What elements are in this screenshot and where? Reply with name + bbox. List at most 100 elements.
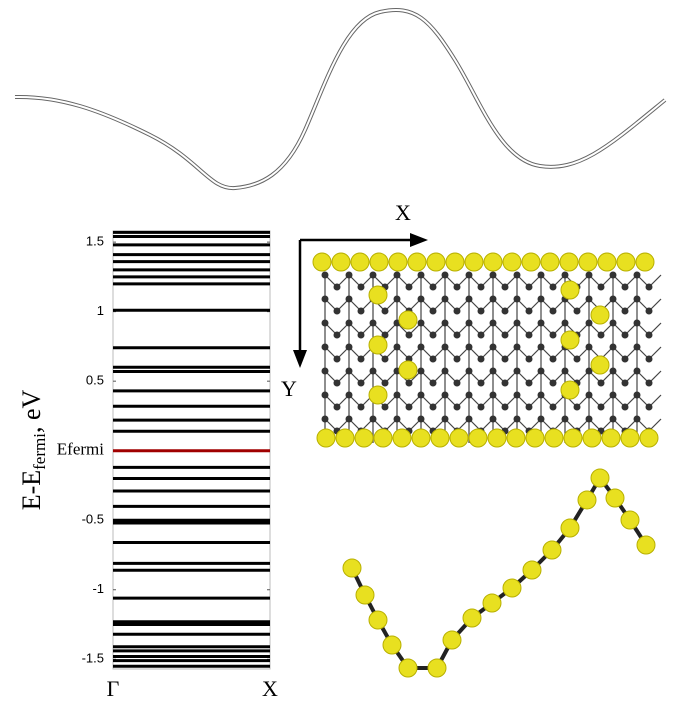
carbon-atom (502, 404, 509, 411)
carbon-atom (586, 272, 593, 279)
carbon-atom (646, 332, 653, 339)
gold-atom (606, 489, 624, 507)
carbon-atom (358, 284, 365, 291)
gold-atom (427, 253, 445, 271)
carbon-atom (490, 272, 497, 279)
gold-atom (621, 511, 639, 529)
carbon-atom (418, 272, 425, 279)
carbon-atom (334, 308, 341, 315)
carbon-atom (346, 392, 353, 399)
carbon-atom (418, 296, 425, 303)
side-view (343, 469, 655, 677)
gold-atom (579, 253, 597, 271)
carbon-atom (550, 404, 557, 411)
carbon-atom (538, 344, 545, 351)
wave-curve (15, 10, 665, 188)
y-tick-label: 1.5 (86, 234, 104, 249)
carbon-atom (322, 296, 329, 303)
gold-atom (399, 311, 417, 329)
carbon-atom (406, 332, 413, 339)
carbon-atom (382, 308, 389, 315)
carbon-atom (502, 332, 509, 339)
carbon-atom (622, 284, 629, 291)
carbon-atom (466, 320, 473, 327)
y-tick-label: 0.5 (86, 373, 104, 388)
y-tick-label: 1 (97, 303, 104, 318)
y-axis-label: E-Efermi, eV (17, 389, 49, 510)
carbon-atom (454, 308, 461, 315)
carbon-atom (610, 344, 617, 351)
carbon-atom (550, 356, 557, 363)
gold-atom (399, 659, 417, 677)
carbon-atom (454, 380, 461, 387)
carbon-atom (346, 368, 353, 375)
gold-atom (443, 631, 461, 649)
gold-atom (428, 659, 446, 677)
carbon-atom (646, 404, 653, 411)
gold-atom (336, 429, 354, 447)
carbon-atom (598, 404, 605, 411)
carbon-atom (454, 356, 461, 363)
carbon-atom (490, 392, 497, 399)
carbon-atom (574, 308, 581, 315)
carbon-atom (622, 332, 629, 339)
carbon-atom (358, 356, 365, 363)
carbon-atom (322, 392, 329, 399)
carbon-atom (358, 332, 365, 339)
carbon-atom (334, 284, 341, 291)
carbon-atom (538, 392, 545, 399)
gold-atom (450, 429, 468, 447)
gold-atom (408, 253, 426, 271)
carbon-atom (526, 404, 533, 411)
gold-atom (636, 253, 654, 271)
carbon-atom (646, 356, 653, 363)
carbon-atom (562, 368, 569, 375)
carbon-atom (322, 368, 329, 375)
carbon-atom (466, 392, 473, 399)
carbon-atom (514, 320, 521, 327)
carbon-atom (502, 308, 509, 315)
carbon-atom (634, 272, 641, 279)
gold-atom (541, 253, 559, 271)
carbon-atom (442, 344, 449, 351)
carbon-atom (574, 356, 581, 363)
carbon-atom (490, 416, 497, 423)
carbon-atom (454, 284, 461, 291)
carbon-atom (418, 344, 425, 351)
carbon-atom (454, 332, 461, 339)
carbon-atom (478, 356, 485, 363)
carbon-atom (562, 320, 569, 327)
carbon-atom (394, 344, 401, 351)
gold-atom (431, 429, 449, 447)
gold-atom (446, 253, 464, 271)
y-label-sub: fermi (30, 433, 49, 470)
gold-atom (374, 429, 392, 447)
carbon-atom (538, 320, 545, 327)
carbon-atom (478, 404, 485, 411)
gold-atom (332, 253, 350, 271)
carbon-atom (514, 344, 521, 351)
gold-atom (484, 253, 502, 271)
carbon-atom (514, 368, 521, 375)
gold-atom (640, 429, 658, 447)
gold-atom (369, 286, 387, 304)
carbon-atom (442, 416, 449, 423)
y-tick-label: -1 (92, 581, 104, 596)
gold-atom (369, 386, 387, 404)
carbon-atom (370, 272, 377, 279)
carbon-atom (478, 332, 485, 339)
gold-atom (383, 636, 401, 654)
carbon-atom (334, 356, 341, 363)
carbon-atom (442, 296, 449, 303)
y-tick-label: -1.5 (82, 651, 104, 666)
carbon-atom (346, 320, 353, 327)
carbon-atom (538, 368, 545, 375)
gold-atom (469, 429, 487, 447)
carbon-atom (466, 344, 473, 351)
carbon-atom (502, 356, 509, 363)
carbon-atom (394, 272, 401, 279)
carbon-atom (634, 368, 641, 375)
carbon-atom (634, 344, 641, 351)
carbon-atom (346, 344, 353, 351)
carbon-atom (526, 380, 533, 387)
